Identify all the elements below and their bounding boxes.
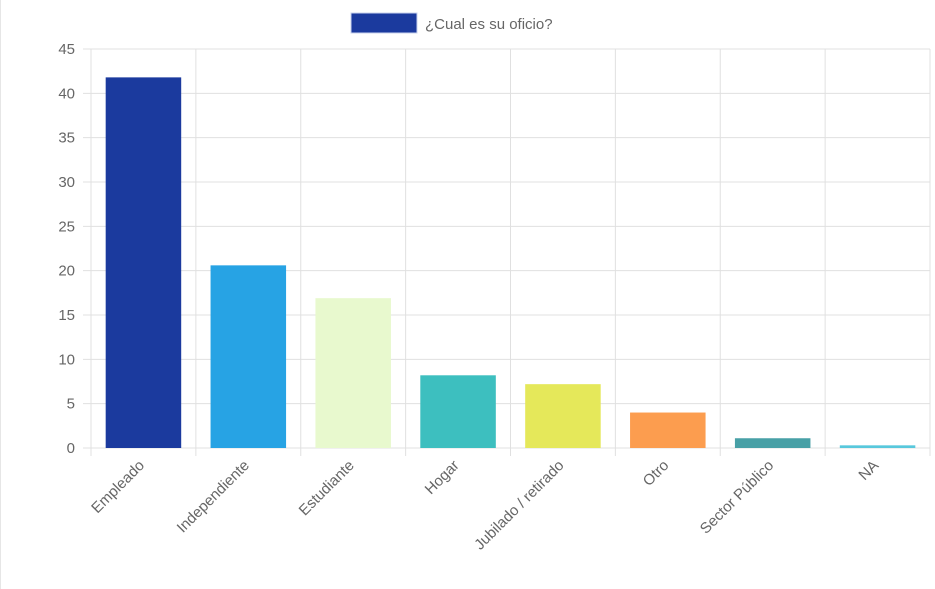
- y-tick-label: 25: [58, 218, 75, 235]
- x-tick-label: Sector Público: [697, 457, 777, 537]
- legend-label[interactable]: ¿Cual es su oficio?: [425, 16, 553, 33]
- grid-lines: [83, 48, 931, 456]
- bar: [525, 384, 601, 448]
- y-tick-label: 15: [58, 307, 75, 324]
- bar: [315, 298, 391, 448]
- x-tick-label: Empleado: [88, 457, 148, 517]
- legend[interactable]: ¿Cual es su oficio?: [350, 12, 553, 34]
- y-tick-label: 40: [58, 85, 75, 102]
- legend-swatch[interactable]: [350, 12, 418, 34]
- x-tick-label: Otro: [640, 457, 673, 490]
- bar: [210, 265, 287, 448]
- bar: [420, 375, 496, 448]
- x-tick-label: Independiente: [174, 457, 253, 536]
- y-axis: 0 5 10 15 20 25 30 35 40 45: [58, 41, 75, 457]
- bar: [734, 438, 811, 448]
- x-tick-label: NA: [855, 457, 882, 484]
- y-tick-label: 35: [58, 130, 75, 147]
- x-axis: Empleado Independiente Estudiante Hogar Jubi…: [88, 457, 882, 553]
- y-tick-label: 10: [58, 351, 75, 368]
- bar: [105, 77, 182, 448]
- bars: [105, 77, 916, 448]
- y-tick-label: 30: [58, 174, 75, 191]
- y-tick-label: 45: [58, 41, 75, 58]
- x-tick-label: Jubilado / retirado: [471, 457, 567, 553]
- y-tick-label: 0: [67, 440, 75, 457]
- x-tick-label: Hogar: [422, 457, 463, 498]
- x-tick-label: Estudiante: [296, 457, 358, 519]
- y-tick-label: 5: [67, 396, 75, 413]
- bar: [630, 412, 706, 448]
- bar: [839, 445, 916, 448]
- y-tick-label: 20: [58, 263, 75, 280]
